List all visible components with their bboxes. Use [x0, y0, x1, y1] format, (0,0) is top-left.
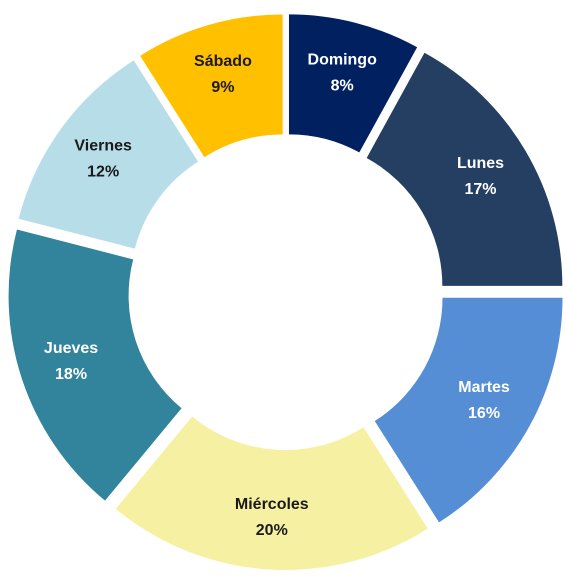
segment-label: Miércoles	[235, 496, 309, 513]
segment-value: 12%	[87, 163, 119, 180]
donut-segment	[115, 416, 428, 570]
segment-value: 20%	[256, 522, 288, 539]
donut-segment	[288, 14, 418, 153]
donut-segment	[366, 52, 563, 286]
segment-value: 8%	[331, 77, 354, 94]
segment-label: Sábado	[194, 53, 252, 70]
segment-label: Viernes	[74, 137, 132, 154]
segment-value: 9%	[211, 79, 234, 96]
segment-value: 16%	[468, 405, 500, 422]
donut-segment	[8, 229, 182, 501]
donut-segment	[374, 297, 563, 523]
segment-label: Domingo	[308, 51, 378, 68]
segment-value: 18%	[55, 366, 87, 383]
segment-value: 17%	[465, 181, 497, 198]
segment-label: Martes	[458, 379, 510, 396]
donut-segment	[18, 60, 199, 249]
donut-segment	[140, 14, 283, 158]
segment-label: Jueves	[44, 340, 98, 357]
segment-label: Lunes	[457, 155, 504, 172]
